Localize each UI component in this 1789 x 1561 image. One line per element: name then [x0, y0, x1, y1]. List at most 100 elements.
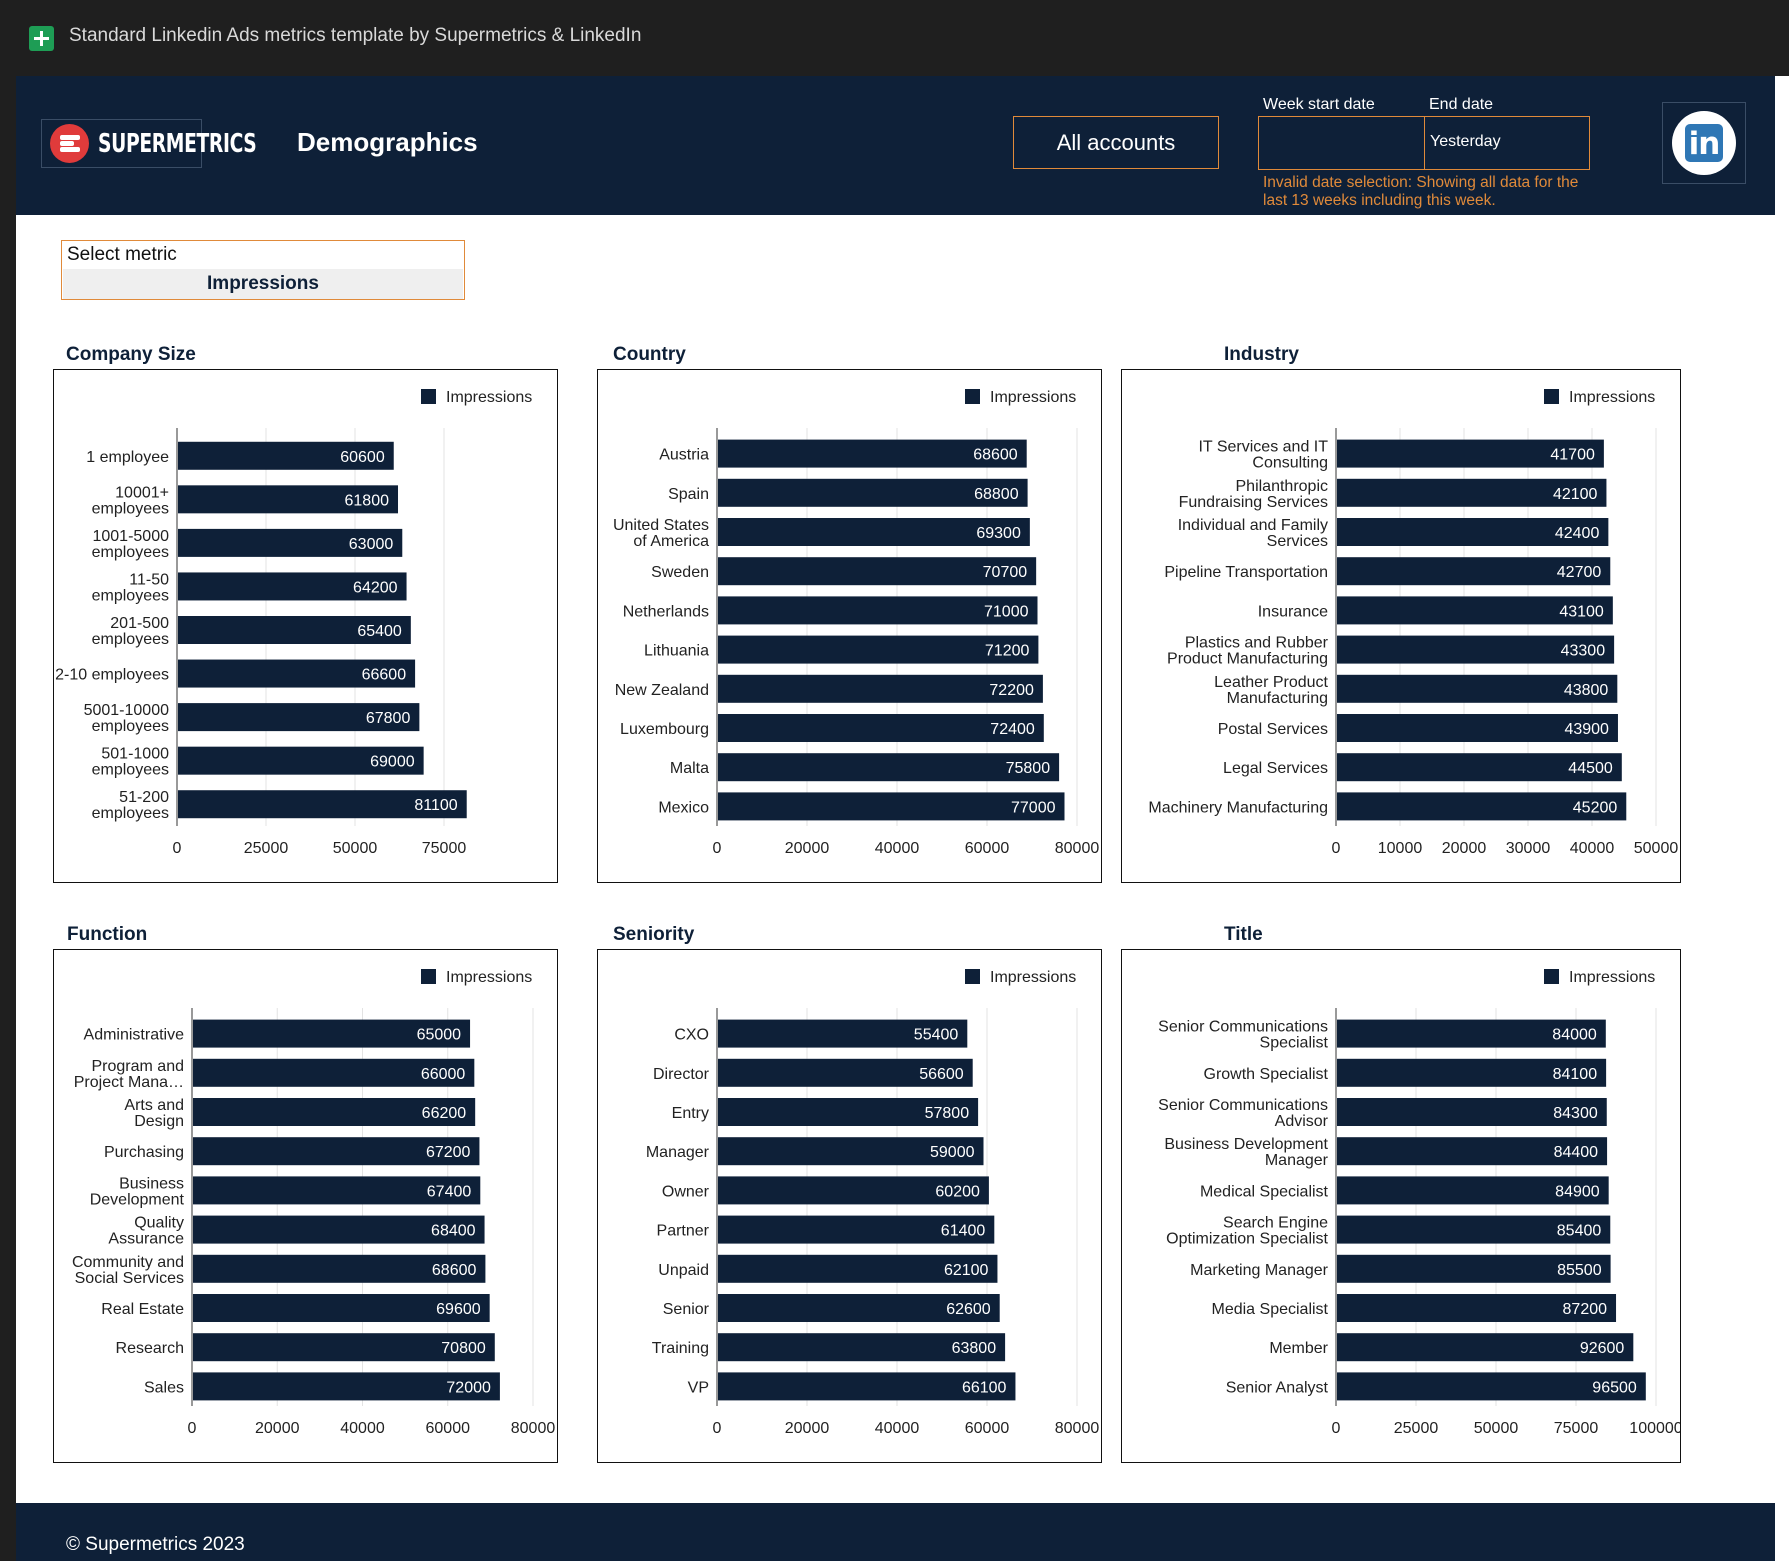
- company-size-bar: [178, 572, 407, 601]
- country-chart-svg: Impressions 0 20000 40000 60000 80000 68600 Aus…: [613, 389, 1099, 857]
- dashboard-sheet: SUPERMETRICS Demographics All accounts W…: [16, 76, 1789, 1561]
- industry-category-label-line: Consulting: [1252, 455, 1328, 472]
- country-chart: Impressions 0 20000 40000 60000 80000 68600 Aus…: [597, 369, 1102, 883]
- seniority-category-label: VP: [688, 1379, 709, 1396]
- title-bar-value: 84100: [1553, 1066, 1598, 1083]
- company-size-legend-label: Impressions: [446, 389, 532, 406]
- company-size-category-label: 11-50 employees: [92, 571, 169, 604]
- function-legend-label: Impressions: [446, 969, 532, 986]
- week-start-input[interactable]: [1259, 117, 1424, 169]
- footer: © Supermetrics 2023: [16, 1503, 1775, 1561]
- title-category-label: Media Specialist: [1212, 1301, 1329, 1318]
- industry-category-label: Legal Services: [1223, 760, 1328, 777]
- seniority-chart-svg: Impressions 0 20000 40000 60000 80000 55400 CXO…: [646, 969, 1100, 1437]
- function-category-label-line: Development: [90, 1191, 185, 1208]
- industry-bar: [1337, 635, 1615, 664]
- company-size-bar-value: 67800: [366, 710, 411, 727]
- seniority-category-label-line: Entry: [672, 1105, 709, 1122]
- company-size-bar-value: 64200: [353, 579, 398, 596]
- seniority-category-label: Director: [653, 1066, 710, 1083]
- industry-bar-value: 43800: [1564, 682, 1609, 699]
- title-category-label: Business Development Manager: [1164, 1136, 1328, 1169]
- country-tick-label: 0: [713, 840, 722, 857]
- country-category-label-line: Malta: [670, 760, 709, 777]
- seniority-tick-label: 80000: [1055, 1420, 1100, 1437]
- country-tick-label: 60000: [965, 840, 1010, 857]
- function-bar-value: 72000: [446, 1379, 491, 1396]
- seniority-chart: Impressions 0 20000 40000 60000 80000 55400 CXO…: [597, 949, 1102, 1463]
- company-size-category-label-line: employees: [92, 631, 169, 648]
- function-category-label-line: Program and: [92, 1058, 185, 1075]
- industry-category-label-line: Leather Product: [1214, 674, 1328, 691]
- industry-bar-value: 44500: [1568, 760, 1613, 777]
- industry-tick-label: 10000: [1378, 840, 1423, 857]
- title-category-label: Member: [1269, 1340, 1328, 1357]
- country-bar-value: 71200: [985, 643, 1030, 660]
- seniority-category-label-line: Director: [653, 1066, 710, 1083]
- function-legend: Impressions: [421, 969, 532, 986]
- seniority-tick-label: 0: [713, 1420, 722, 1437]
- end-date-input[interactable]: Yesterday: [1430, 133, 1501, 150]
- week-start-label: Week start date: [1263, 96, 1375, 113]
- industry-bar: [1337, 518, 1609, 546]
- industry-category-label: Machinery Manufacturing: [1148, 799, 1328, 816]
- industry-category-label-line: Pipeline Transportation: [1164, 564, 1328, 581]
- seniority-bar: [718, 1333, 1006, 1362]
- country-bar-value: 71000: [984, 603, 1029, 620]
- industry-bar-value: 43100: [1559, 603, 1604, 620]
- title-category-label-line: Optimization Specialist: [1166, 1231, 1328, 1248]
- title-bar: [1337, 1372, 1646, 1401]
- country-category-label-line: Netherlands: [623, 603, 709, 620]
- industry-category-label-line: Insurance: [1258, 603, 1328, 620]
- industry-bar: [1337, 439, 1604, 468]
- function-category-label-line: Social Services: [75, 1270, 184, 1287]
- country-bar-value: 70700: [983, 564, 1028, 581]
- seniority-bar-value: 66100: [962, 1379, 1007, 1396]
- company-size-tick-label: 25000: [244, 840, 289, 857]
- seniority-bar-value: 62100: [944, 1262, 989, 1279]
- function-category-label-line: Community and: [72, 1254, 184, 1271]
- industry-category-label-line: IT Services and IT: [1198, 439, 1328, 456]
- function-bar: [193, 1215, 485, 1244]
- metric-selector-value[interactable]: Impressions: [63, 269, 463, 299]
- dashboard-header: SUPERMETRICS Demographics All accounts W…: [16, 76, 1775, 215]
- metric-selector[interactable]: Select metric Impressions: [61, 240, 465, 300]
- page-title: Demographics: [297, 127, 478, 157]
- function-tick-label: 40000: [340, 1420, 385, 1437]
- company-size-category-label: 51-200 employees: [92, 789, 169, 822]
- title-category-label-line: Growth Specialist: [1204, 1066, 1329, 1083]
- country-category-label: Malta: [670, 760, 709, 777]
- metric-selector-label: Select metric: [67, 244, 177, 265]
- seniority-bar: [718, 1176, 989, 1205]
- industry-bar: [1337, 674, 1618, 703]
- country-category-label: Netherlands: [623, 603, 709, 620]
- function-tick-label: 20000: [255, 1420, 300, 1437]
- country-bar-value: 77000: [1011, 799, 1056, 816]
- seniority-legend-label: Impressions: [990, 969, 1076, 986]
- industry-category-label-line: Machinery Manufacturing: [1148, 799, 1328, 816]
- industry-category-label: Individual and Family Services: [1178, 517, 1328, 550]
- title-tick-label: 0: [1332, 1420, 1341, 1437]
- company-size-category-label-line: 1001-5000: [92, 528, 169, 545]
- title-legend: Impressions: [1544, 969, 1655, 986]
- country-bar: [718, 478, 1028, 507]
- industry-category-label-line: Manufacturing: [1227, 690, 1328, 707]
- company-size-bar: [178, 485, 399, 514]
- industry-category-label-line: Philanthropic: [1236, 478, 1329, 495]
- accounts-dropdown[interactable]: All accounts: [1013, 116, 1219, 169]
- company-size-tick-label: 0: [173, 840, 182, 857]
- function-bar-value: 67200: [426, 1144, 471, 1161]
- seniority-bar: [718, 1294, 1000, 1322]
- country-category-label: Sweden: [651, 564, 709, 581]
- industry-bar-value: 43300: [1561, 643, 1606, 660]
- company-size-category-label-line: employees: [92, 544, 169, 561]
- country-bar: [718, 674, 1043, 703]
- company-size-bar: [178, 659, 416, 688]
- industry-category-label: Insurance: [1258, 603, 1328, 620]
- country-category-label: New Zealand: [615, 682, 709, 699]
- function-bar-value: 70800: [441, 1340, 486, 1357]
- window-title: Standard Linkedin Ads metrics template b…: [69, 25, 642, 46]
- title-bar-value: 84300: [1553, 1105, 1598, 1122]
- industry-chart-title: Industry: [1224, 344, 1299, 365]
- title-bar-value: 87200: [1563, 1301, 1608, 1318]
